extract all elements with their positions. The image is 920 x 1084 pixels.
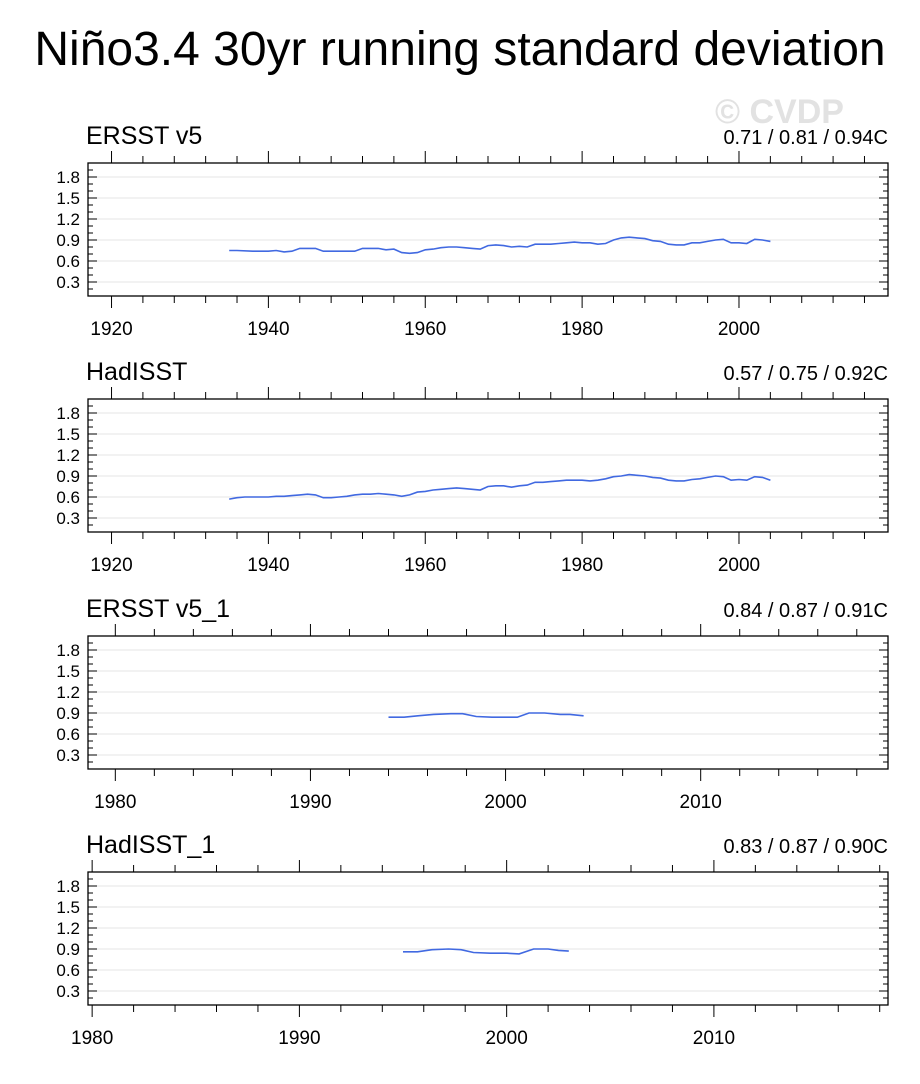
x-tick-label: 1940 bbox=[247, 555, 289, 576]
chart-panel-4: 0.3 0.6 0.9 1.2 1.5 1.8 1980 1990 2000 2010 HadISS… bbox=[56, 831, 889, 1049]
x-tick-label: 1980 bbox=[561, 319, 603, 340]
x-tick-label: 1940 bbox=[247, 319, 289, 340]
y-tick-label: 1.2 bbox=[56, 683, 80, 702]
x-tick-label: 1960 bbox=[404, 555, 446, 576]
x-tick-label: 1980 bbox=[94, 792, 136, 813]
y-tick-label: 0.3 bbox=[56, 746, 80, 765]
y-tick-label: 0.9 bbox=[56, 704, 80, 723]
x-tick-label: 2000 bbox=[718, 555, 760, 576]
y-tick-label: 0.6 bbox=[56, 725, 80, 744]
panel-title: HadISST_1 bbox=[86, 831, 215, 859]
y-tick-label: 1.5 bbox=[56, 662, 80, 681]
x-tick-label: 1980 bbox=[71, 1028, 113, 1049]
x-tick-label: 2000 bbox=[484, 792, 526, 813]
y-tick-label: 1.8 bbox=[56, 877, 80, 896]
chart-panel-2: 0.3 0.6 0.9 1.2 1.5 1.8 1920 1940 1960 1980 2000 Ha… bbox=[56, 358, 889, 576]
series-line bbox=[403, 948, 569, 955]
x-tick-label: 2010 bbox=[693, 1028, 735, 1049]
chart-panel-3: 0.3 0.6 0.9 1.2 1.5 1.8 1980 1990 2000 2010 ERSST … bbox=[56, 595, 889, 813]
x-tick-label: 1980 bbox=[561, 555, 603, 576]
panel-stats: 0.83 / 0.87 / 0.90C bbox=[723, 836, 888, 858]
page-title: Niño3.4 30yr running standard deviation bbox=[34, 23, 886, 76]
x-tick-label: 1990 bbox=[278, 1028, 320, 1049]
y-tick-label: 1.8 bbox=[56, 404, 80, 423]
panel-title: ERSST v5 bbox=[86, 122, 202, 150]
plot-frame bbox=[87, 162, 889, 297]
watermark: © CVDP bbox=[715, 93, 844, 131]
plot-frame bbox=[87, 398, 889, 533]
panel-stats: 0.57 / 0.75 / 0.92C bbox=[723, 363, 888, 385]
y-tick-label: 1.2 bbox=[56, 446, 80, 465]
y-tick-label: 0.9 bbox=[56, 940, 80, 959]
panel-stats: 0.71 / 0.81 / 0.94C bbox=[723, 127, 888, 149]
chart-panel-1: 0.3 0.6 0.9 1.2 1.5 1.8 1920 1940 1960 1980 2000 ER… bbox=[56, 122, 889, 340]
y-tick-label: 1.5 bbox=[56, 898, 80, 917]
y-tick-label: 1.8 bbox=[56, 641, 80, 660]
y-tick-label: 0.3 bbox=[56, 982, 80, 1001]
y-tick-label: 1.5 bbox=[56, 425, 80, 444]
series-line bbox=[388, 712, 584, 718]
y-tick-label: 0.9 bbox=[56, 231, 80, 250]
y-tick-label: 0.3 bbox=[56, 273, 80, 292]
y-tick-label: 0.6 bbox=[56, 488, 80, 507]
series-line bbox=[229, 236, 771, 255]
x-tick-label: 1990 bbox=[289, 792, 331, 813]
x-tick-label: 2000 bbox=[718, 319, 760, 340]
y-tick-label: 1.2 bbox=[56, 919, 80, 938]
x-tick-label: 2010 bbox=[680, 792, 722, 813]
y-tick-label: 0.6 bbox=[56, 961, 80, 980]
plot-frame bbox=[87, 635, 889, 770]
x-tick-label: 1920 bbox=[90, 319, 132, 340]
x-tick-label: 1960 bbox=[404, 319, 446, 340]
x-tick-label: 1920 bbox=[90, 555, 132, 576]
x-tick-label: 2000 bbox=[486, 1028, 528, 1049]
y-tick-label: 0.3 bbox=[56, 509, 80, 528]
series-line bbox=[229, 473, 771, 500]
panel-title: ERSST v5_1 bbox=[86, 595, 230, 623]
y-tick-label: 0.6 bbox=[56, 252, 80, 271]
y-tick-label: 0.9 bbox=[56, 467, 80, 486]
y-tick-label: 1.2 bbox=[56, 210, 80, 229]
panel-title: HadISST bbox=[86, 358, 187, 386]
y-tick-label: 1.5 bbox=[56, 189, 80, 208]
plot-frame bbox=[87, 871, 889, 1006]
y-tick-label: 1.8 bbox=[56, 168, 80, 187]
panel-stats: 0.84 / 0.87 / 0.91C bbox=[723, 600, 888, 622]
